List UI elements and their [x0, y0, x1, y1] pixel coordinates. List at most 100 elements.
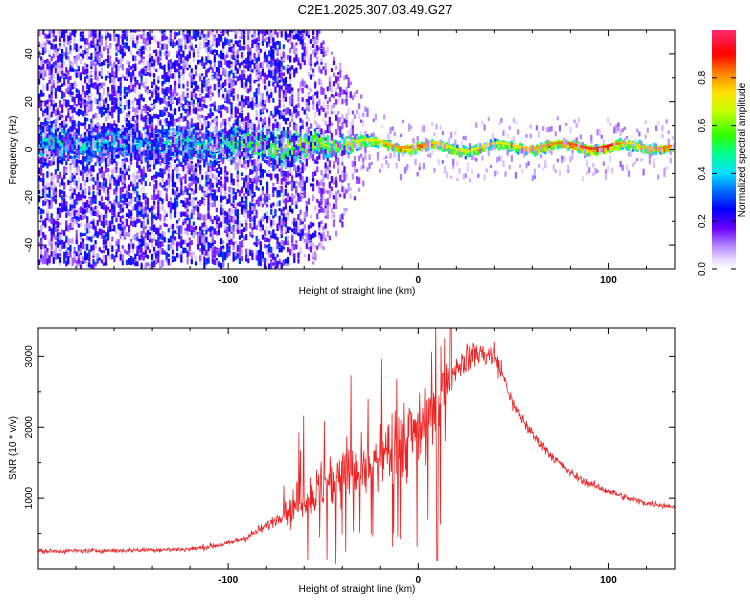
spectrogram-cell: [207, 206, 209, 210]
spectrogram-cell: [63, 61, 65, 67]
spectrogram-cell: [115, 154, 117, 158]
spectrogram-cell: [42, 138, 44, 142]
spectrogram-cell: [180, 103, 182, 108]
spectrogram-cell: [140, 114, 142, 120]
spectrogram-cell: [191, 100, 193, 105]
spectrogram-cell: [61, 244, 63, 249]
spectrogram-cell: [212, 133, 214, 138]
spectrogram-cell: [147, 165, 149, 168]
spectrogram-cell: [130, 51, 132, 55]
spectrogram-cell: [132, 249, 134, 253]
spectrogram-cell: [132, 243, 134, 247]
spectrogram-cell: [122, 161, 124, 166]
spectrogram-cell: [151, 92, 153, 98]
spectrogram-cell: [216, 126, 218, 131]
spectrogram-cell: [113, 90, 115, 96]
spectrogram-cell: [78, 109, 80, 113]
spectrogram-cell: [197, 150, 199, 154]
spectrogram-cell: [151, 140, 153, 144]
spectrogram-cell: [201, 153, 203, 159]
spectrogram-cell: [210, 96, 212, 100]
spectrogram-cell: [195, 262, 197, 266]
spectrogram-cell: [84, 252, 86, 259]
spectrogram-cell: [55, 126, 57, 130]
spectrogram-cell: [69, 218, 71, 222]
spectrogram-cell: [103, 222, 105, 228]
spectrogram-cell: [42, 126, 44, 132]
spectrogram-cell: [149, 182, 151, 186]
spectrogram-cell: [126, 186, 128, 191]
spectrogram-cell: [80, 53, 82, 56]
spectrogram-cell: [46, 248, 48, 252]
spectrogram-cell: [46, 125, 48, 130]
spectrogram-cell: [42, 259, 44, 264]
spectrogram-cell: [147, 233, 149, 240]
spectrogram-cell: [69, 140, 71, 144]
spectrogram-cell: [122, 132, 124, 136]
spectrogram-cell: [48, 115, 50, 122]
spectrogram-cell: [124, 217, 126, 222]
spectrogram-cell: [189, 73, 191, 78]
spectrogram-cell: [74, 210, 76, 216]
spectrogram-cell: [101, 250, 103, 253]
spectrogram-cell: [132, 221, 134, 227]
spectrogram-cell: [153, 262, 155, 267]
spectrogram-cell: [107, 55, 109, 59]
spectrogram-cell: [69, 205, 71, 211]
spectrogram-cell: [134, 66, 136, 71]
spectrogram-cell: [48, 151, 50, 157]
spectrogram-cell: [61, 130, 63, 134]
spectrogram-cell: [180, 94, 182, 101]
spectrogram-cell: [82, 98, 84, 104]
spectrogram-cell: [101, 130, 103, 135]
spectrogram-cell: [210, 138, 212, 142]
spectrogram-cell: [115, 241, 117, 246]
spectrogram-cell: [46, 206, 48, 213]
spectrogram-cell: [138, 61, 140, 65]
spectrogram-cell: [134, 43, 136, 48]
spectrogram-cell: [126, 92, 128, 97]
spectrogram-cell: [61, 59, 63, 63]
spectrogram-cell: [65, 195, 67, 198]
spectrogram-cell: [212, 38, 214, 45]
spectrogram-cell: [122, 29, 124, 34]
spectrogram-cell: [195, 81, 197, 87]
spectrogram-cell: [178, 151, 180, 155]
spectrogram-cell: [42, 173, 44, 178]
spectrogram-cell: [151, 221, 153, 227]
spectrogram-cell: [130, 239, 132, 242]
spectrogram-cell: [42, 122, 44, 126]
spectrogram-cell: [136, 246, 138, 252]
spectrogram-cell: [197, 233, 199, 239]
spectrogram-cell: [176, 148, 178, 152]
spectrogram-cell: [159, 233, 161, 237]
spectrogram-cell: [105, 126, 107, 129]
spectrogram-cell: [107, 221, 109, 227]
spectrogram-cell: [84, 188, 86, 194]
spectrogram-cell: [168, 238, 170, 242]
spectrogram-cell: [111, 95, 113, 101]
spectrogram-cell: [84, 214, 86, 218]
spectrogram-cell: [55, 242, 57, 245]
spectrogram-cell: [111, 254, 113, 260]
spectrogram-cell: [103, 204, 105, 209]
spectrogram-cell: [126, 113, 128, 117]
spectrogram-cell: [187, 161, 189, 168]
spectrogram-cell: [216, 189, 218, 193]
spectrogram-cell: [122, 137, 124, 141]
spectrogram-cell: [103, 156, 105, 161]
spectrogram-cell: [147, 40, 149, 45]
spectrogram-cell: [136, 106, 138, 113]
spectrogram-cell: [201, 125, 203, 130]
spectrogram-cell: [86, 150, 88, 153]
spectrogram-cell: [163, 129, 165, 133]
spectrogram-cell: [134, 56, 136, 60]
spectrogram-cell: [115, 90, 117, 97]
spectrogram-cell: [189, 45, 191, 49]
spectrogram-cell: [174, 121, 176, 127]
spectrogram-cell: [187, 215, 189, 220]
spectrogram-cell: [48, 49, 50, 55]
spectrogram-cell: [170, 121, 172, 125]
spectrogram-cell: [42, 84, 44, 91]
spectrogram-cell: [197, 207, 199, 212]
